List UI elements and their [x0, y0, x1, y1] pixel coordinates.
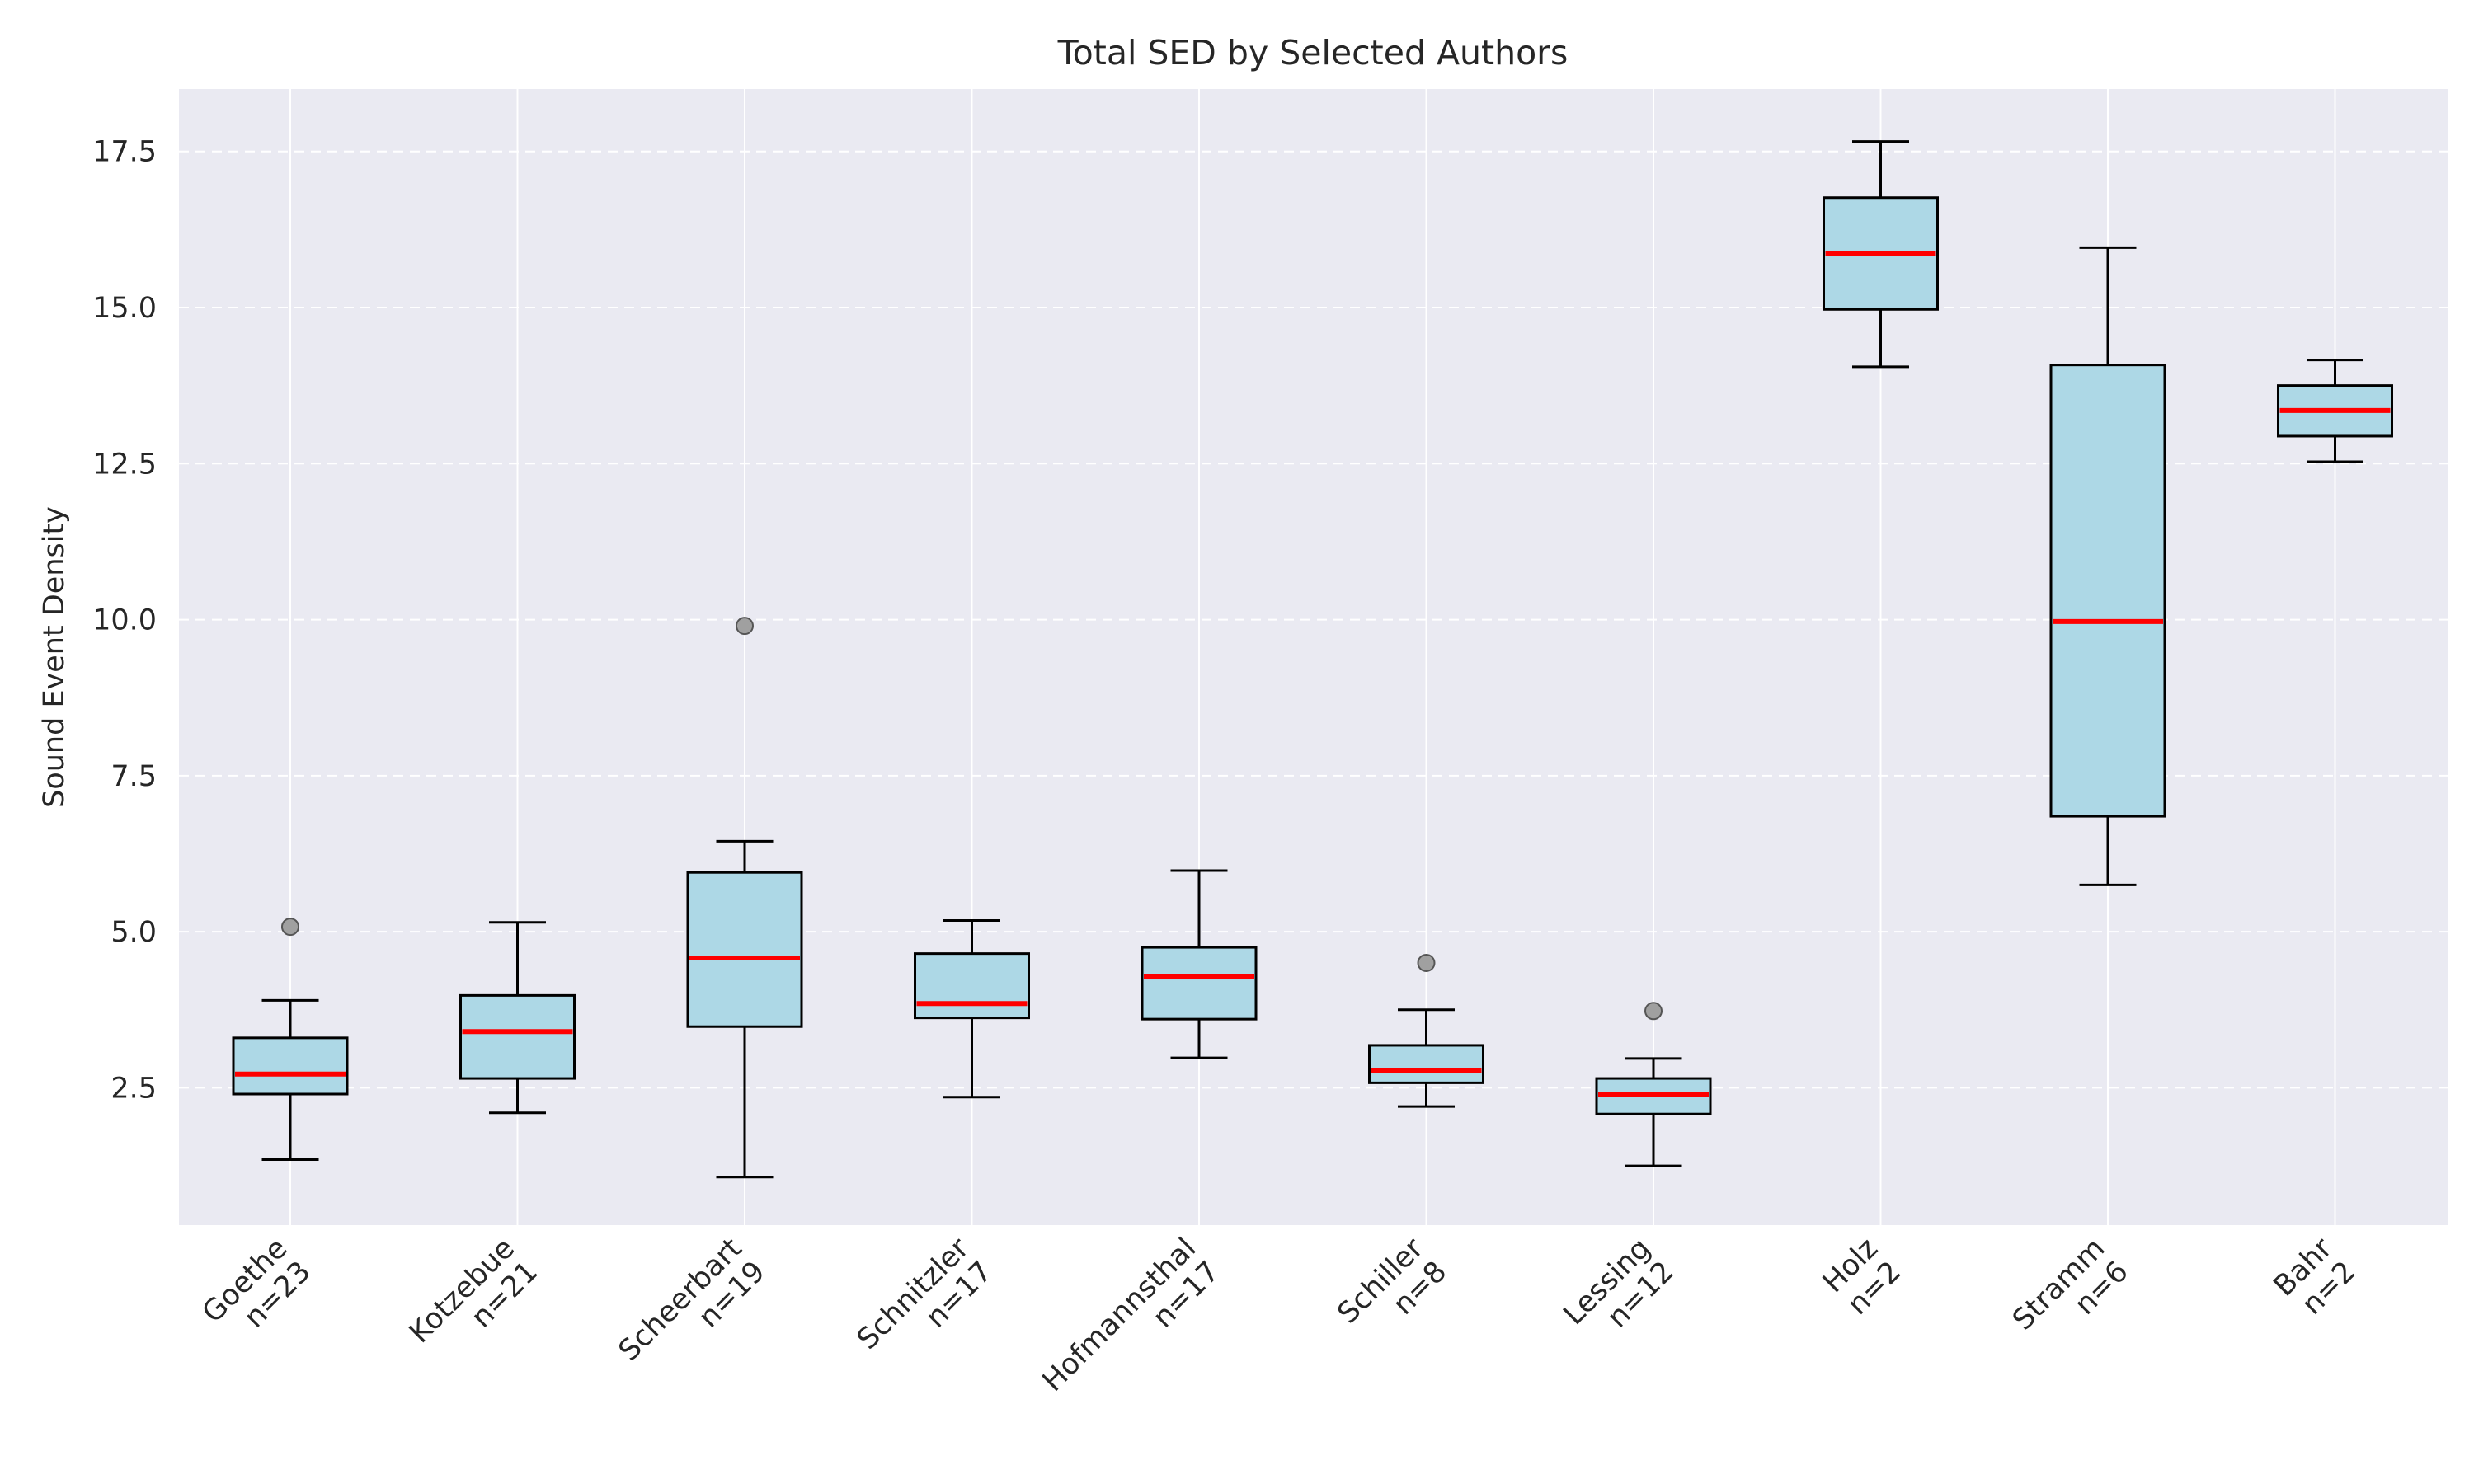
x-tick-label: Hofmannsthaln=17	[1037, 1232, 1226, 1421]
iqr-box	[2049, 364, 2166, 818]
chart-title: Total SED by Selected Authors	[1057, 33, 1569, 73]
box-bahr	[2277, 359, 2393, 463]
y-tick-label: 10.0	[92, 604, 157, 637]
x-tick-label: Scheerbartn=19	[613, 1232, 772, 1391]
x-axis-ticks: Goethen=23 Kotzebuen=21 Scheerbartn=19 Schn…	[196, 1232, 2363, 1421]
box-hofmannsthal	[1141, 869, 1258, 1059]
box-series	[232, 140, 2393, 1179]
box-schiller	[1368, 954, 1484, 1108]
box-holz	[1823, 140, 1939, 369]
x-tick-label: Schillern=8	[1332, 1232, 1454, 1354]
x-tick-label: Goethen=23	[196, 1232, 317, 1353]
y-tick-label: 5.0	[111, 916, 157, 949]
outlier-point	[1417, 954, 1436, 972]
box-lessing	[1595, 1002, 1712, 1167]
iqr-box	[232, 1036, 349, 1096]
x-tick-label: Lessingn=12	[1558, 1232, 1681, 1355]
box-schnitzler	[914, 919, 1030, 1099]
iqr-box	[914, 952, 1030, 1020]
outlier-point	[281, 918, 299, 937]
y-axis-ticks: 2.5 5.0 7.5 10.0 12.5 15.0 17.5	[92, 136, 157, 1106]
box-goethe	[232, 918, 349, 1161]
y-tick-label: 7.5	[111, 760, 157, 793]
box-kotzebue	[459, 921, 576, 1115]
y-tick-label: 15.0	[92, 292, 157, 325]
y-tick-label: 2.5	[111, 1072, 157, 1105]
iqr-box	[1141, 946, 1258, 1021]
x-tick-label: Schnitzlern=17	[851, 1232, 999, 1380]
box-stramm	[2049, 246, 2166, 886]
y-tick-label: 12.5	[92, 448, 157, 481]
outlier-point	[736, 617, 754, 636]
outlier-point	[1644, 1002, 1663, 1021]
x-tick-label: Kotzebuen=21	[403, 1232, 544, 1373]
x-tick-label: Holzn=2	[1817, 1232, 1907, 1322]
y-axis-label: Sound Event Density	[38, 506, 71, 808]
iqr-box	[686, 871, 803, 1028]
iqr-box	[1368, 1044, 1484, 1084]
iqr-box	[459, 993, 576, 1080]
x-tick-label: Strammn=6	[2006, 1232, 2135, 1360]
y-tick-label: 17.5	[92, 136, 157, 169]
box-scheerbart	[686, 617, 803, 1179]
x-tick-label: Bahrn=2	[2268, 1232, 2363, 1327]
